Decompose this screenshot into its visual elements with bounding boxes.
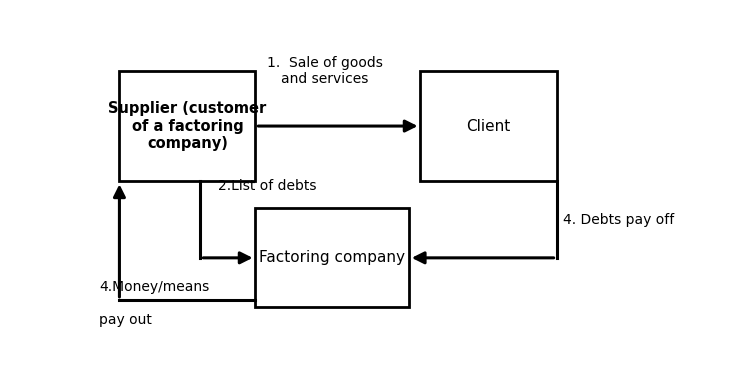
Text: 2.List of debts: 2.List of debts: [218, 179, 316, 193]
Text: Factoring company: Factoring company: [259, 251, 405, 265]
FancyBboxPatch shape: [255, 209, 409, 307]
FancyBboxPatch shape: [421, 71, 557, 181]
Text: 4. Debts pay off: 4. Debts pay off: [563, 214, 675, 228]
FancyBboxPatch shape: [120, 71, 255, 181]
Text: 1.  Sale of goods
and services: 1. Sale of goods and services: [267, 56, 383, 86]
Text: 4.Money/means

pay out: 4.Money/means pay out: [99, 280, 209, 327]
Text: Supplier (customer
of a factoring
company): Supplier (customer of a factoring compan…: [108, 101, 267, 151]
Text: Client: Client: [466, 119, 511, 133]
